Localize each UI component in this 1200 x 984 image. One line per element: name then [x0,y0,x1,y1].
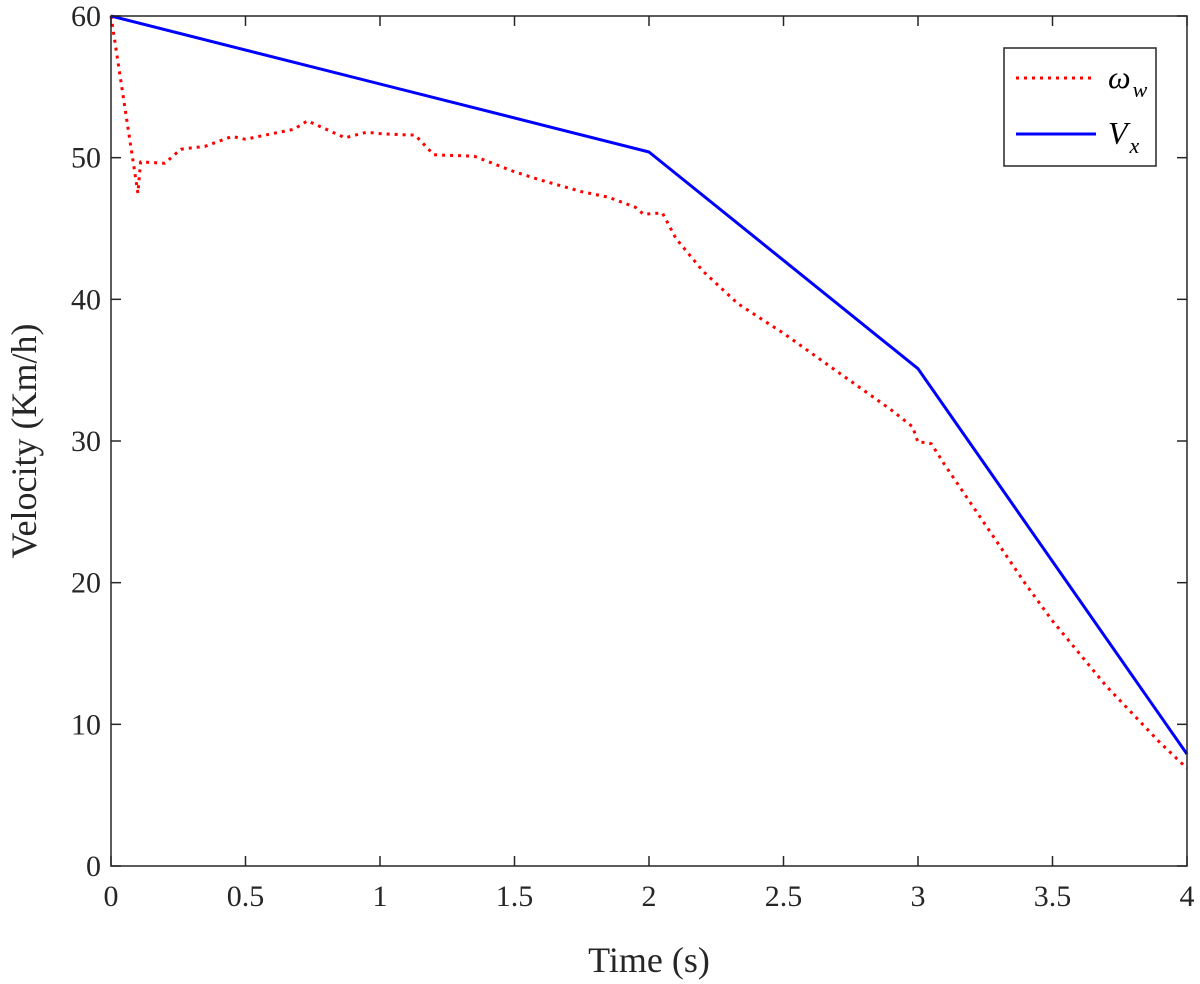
x-axis-label: Time (s) [588,940,710,980]
x-tick-label: 0 [104,880,119,913]
legend: ωw Vx [1003,47,1157,167]
y-axis-ticks: 0 10 20 30 40 50 60 [71,0,1187,883]
x-axis-ticks: 0 0.5 1 1.5 2 2.5 3 3.5 4 [104,16,1195,913]
y-tick-label: 60 [71,0,101,33]
y-tick-label: 40 [71,283,101,316]
y-tick-label: 50 [71,142,101,175]
series-layer [109,14,1189,770]
x-tick-label: 1.5 [496,880,534,913]
series-line-vx [110,14,1189,755]
x-tick-label: 1 [373,880,388,913]
x-tick-label: 0.5 [227,880,265,913]
x-tick-label: 3.5 [1034,880,1072,913]
y-axis-label: Velocity (Km/h) [4,324,44,559]
y-tick-label: 0 [86,850,101,883]
x-tick-label: 2.5 [765,880,803,913]
y-tick-label: 20 [71,567,101,600]
x-tick-label: 2 [642,880,657,913]
legend-box [1003,47,1157,167]
x-tick-label: 4 [1180,880,1195,913]
series-line-omegaw [109,15,1189,770]
legend-label: ωw [1108,59,1148,102]
legend-label: Vx [1108,115,1140,158]
y-tick-label: 10 [71,708,101,741]
y-tick-label: 30 [71,425,101,458]
x-tick-label: 3 [911,880,926,913]
